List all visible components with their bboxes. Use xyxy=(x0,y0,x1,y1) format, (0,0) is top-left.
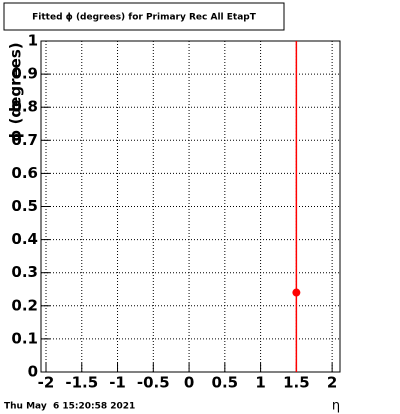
y-tick-label: 0.8 xyxy=(11,98,38,116)
y-tick-label: 0.2 xyxy=(11,296,38,314)
plot-frame xyxy=(40,40,341,373)
chart-title: Fitted ϕ (degrees) for Primary Rec All E… xyxy=(32,13,257,23)
x-tick-label: 2 xyxy=(327,374,337,392)
x-tick-label: 1.5 xyxy=(283,374,310,392)
y-tick-label: 1 xyxy=(28,32,38,50)
y-tick-label: 0 xyxy=(28,363,38,381)
point xyxy=(292,288,301,297)
x-tick-label: -1 xyxy=(109,374,126,392)
x-tick-label: 0.5 xyxy=(212,374,239,392)
y-tick-label: 0.6 xyxy=(11,164,38,182)
y-tick-label: 0.9 xyxy=(11,65,38,83)
y-tick-label: 0.3 xyxy=(11,263,38,281)
x-axis-label: η xyxy=(332,399,340,414)
x-tick-label: -1.5 xyxy=(65,374,98,392)
y-tick-label: 0.7 xyxy=(11,131,38,149)
x-tick-label: -2 xyxy=(38,374,55,392)
y-tick-label: 0.1 xyxy=(11,329,38,347)
title-box xyxy=(3,2,285,31)
x-tick-label: 0 xyxy=(184,374,194,392)
x-tick-label: -0.5 xyxy=(137,374,170,392)
y-tick-label: 0.5 xyxy=(11,197,38,215)
y-tick-label: 0.4 xyxy=(11,230,38,248)
footer: Thu May 6 15:20:58 2021 xyxy=(4,402,135,412)
x-tick-label: 1 xyxy=(255,374,265,392)
y-axis-label: ϕ (degrees) xyxy=(7,42,25,141)
